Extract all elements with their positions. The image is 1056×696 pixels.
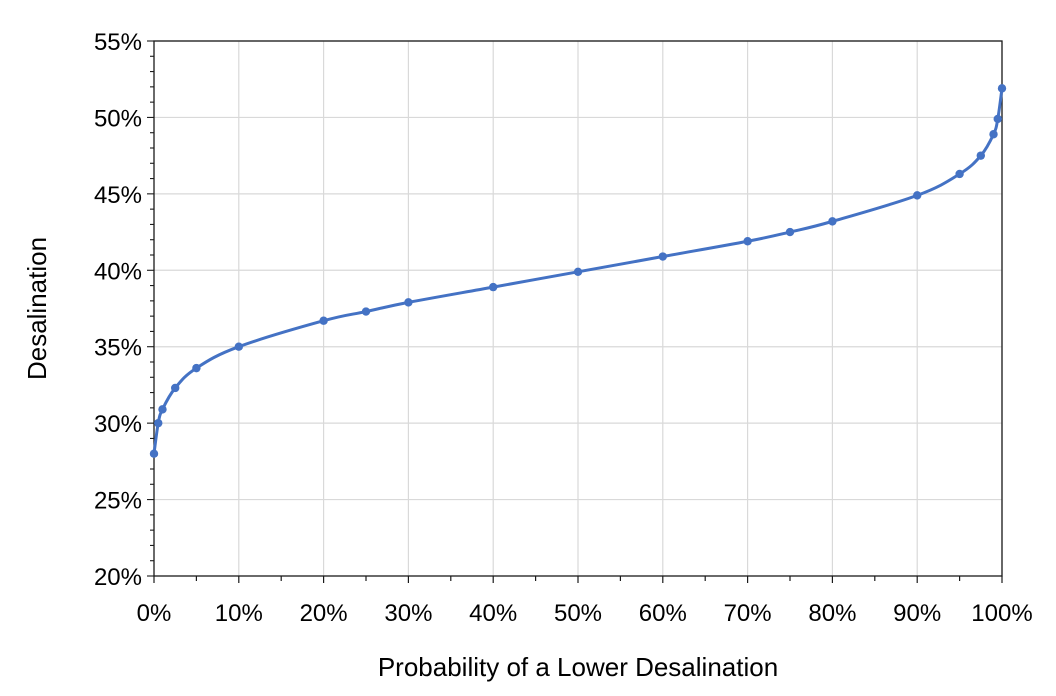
x-tick-label: 50%	[554, 600, 602, 627]
y-tick-label: 55%	[94, 29, 142, 56]
x-tick-label: 90%	[893, 600, 941, 627]
x-tick-label: 80%	[808, 600, 856, 627]
data-point	[234, 342, 243, 351]
x-tick-label: 30%	[384, 600, 432, 627]
data-point	[993, 114, 1002, 124]
x-tick-label: 20%	[300, 600, 348, 627]
data-point	[319, 316, 328, 325]
y-tick-label: 50%	[94, 105, 142, 132]
data-point	[149, 449, 159, 458]
data-point	[743, 237, 752, 246]
data-point	[976, 151, 985, 160]
series-layer	[149, 84, 1007, 458]
tick-labels: 0% 10% 20% 30% 40% 50% 60% 70% 80% 90% 100% 20% 25% 3…	[94, 29, 1033, 627]
data-point	[361, 307, 371, 316]
x-tick-label: 60%	[639, 600, 687, 627]
data-point	[573, 267, 583, 277]
y-tick-label: 30%	[94, 411, 142, 438]
data-point	[997, 84, 1007, 93]
data-point	[158, 405, 167, 414]
x-axis-title: Probability of a Lower Desalination	[378, 652, 778, 682]
x-tick-label: 0%	[137, 600, 172, 627]
x-tick-label: 70%	[724, 600, 772, 627]
x-tick-label: 10%	[215, 600, 263, 627]
data-point	[171, 383, 180, 393]
y-tick-label: 20%	[94, 564, 142, 591]
data-point	[404, 298, 413, 307]
data-point	[192, 363, 201, 373]
data-point	[913, 191, 922, 200]
data-point	[989, 130, 998, 139]
axes	[147, 40, 1003, 583]
y-tick-label: 35%	[94, 335, 142, 362]
y-tick-label: 45%	[94, 182, 142, 209]
data-point	[955, 169, 964, 179]
data-point	[785, 227, 795, 237]
y-tick-label: 40%	[94, 258, 142, 285]
data-point	[489, 282, 498, 292]
data-point	[658, 252, 667, 261]
y-tick-label: 25%	[94, 488, 142, 515]
gridlines	[154, 40, 1003, 576]
data-point	[154, 418, 163, 428]
x-tick-label: 40%	[469, 600, 517, 627]
x-tick-label: 100%	[971, 600, 1032, 627]
y-axis-title: Desalination	[22, 237, 52, 380]
data-point	[828, 217, 837, 226]
